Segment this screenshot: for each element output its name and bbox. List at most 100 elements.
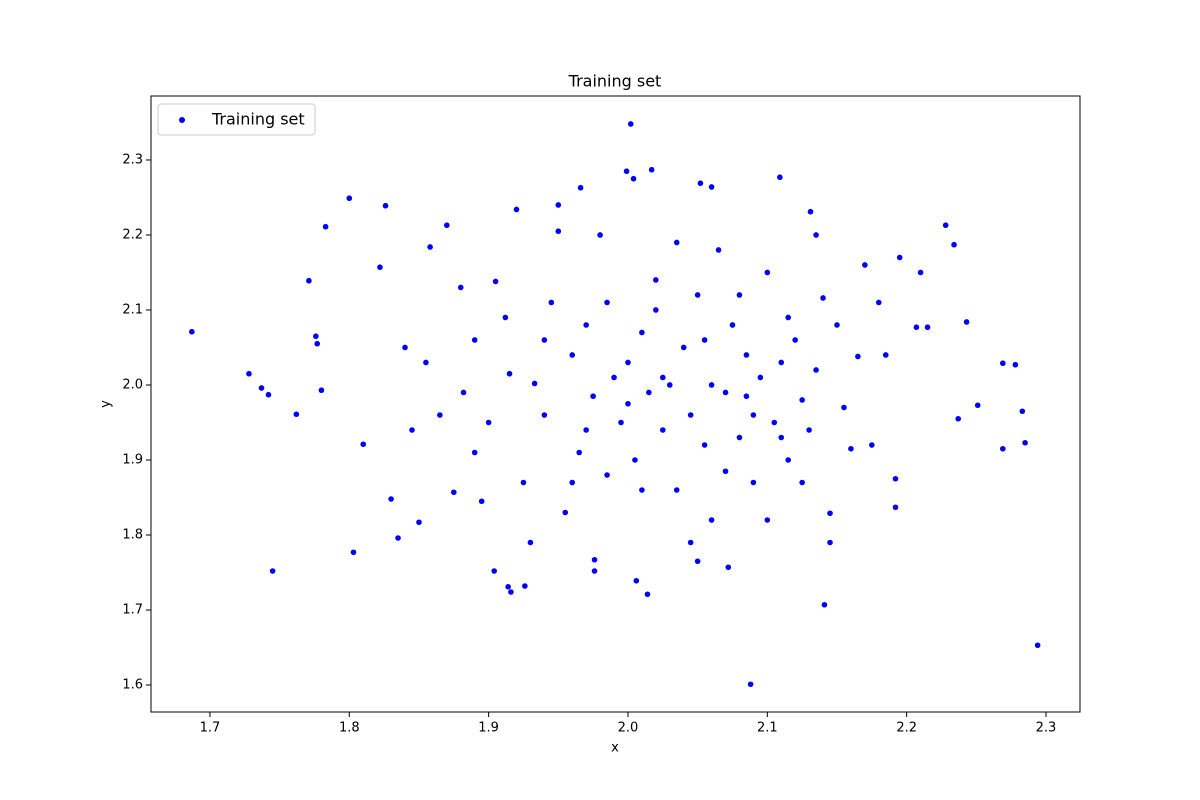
point <box>827 539 833 546</box>
point <box>875 299 882 306</box>
point <box>882 352 889 358</box>
point <box>653 277 659 283</box>
point <box>764 517 771 523</box>
x-axis-label: x <box>611 741 619 756</box>
point <box>648 166 655 173</box>
point <box>505 583 511 590</box>
point <box>1000 445 1006 452</box>
point <box>792 337 798 343</box>
x-tick-label: 2.2 <box>896 721 917 736</box>
point <box>687 412 694 418</box>
point <box>697 180 704 187</box>
point <box>813 367 819 373</box>
point <box>258 385 265 391</box>
point <box>460 389 467 396</box>
point <box>395 535 401 541</box>
point <box>450 489 457 496</box>
point <box>924 324 931 331</box>
point <box>555 228 562 235</box>
point <box>955 415 962 422</box>
point <box>562 509 569 516</box>
point <box>576 449 583 456</box>
point <box>491 568 498 574</box>
point <box>736 292 743 298</box>
point <box>694 292 701 298</box>
x-tick-label: 2.0 <box>618 721 639 736</box>
point <box>722 468 729 475</box>
point <box>382 202 389 209</box>
y-tick-label: 2.2 <box>122 227 143 242</box>
point <box>478 498 485 505</box>
point <box>313 333 319 340</box>
point <box>639 329 645 336</box>
point <box>623 168 630 175</box>
point <box>471 449 478 456</box>
point <box>388 496 394 502</box>
point <box>265 391 272 398</box>
point <box>583 322 589 328</box>
point <box>548 299 555 306</box>
point <box>750 479 757 486</box>
point <box>777 174 783 181</box>
point <box>701 337 708 343</box>
point <box>799 397 805 403</box>
point <box>646 389 652 396</box>
point <box>627 121 634 127</box>
point <box>785 314 792 321</box>
point <box>639 487 645 493</box>
point <box>409 427 415 433</box>
point <box>485 419 492 426</box>
point <box>834 322 840 328</box>
point <box>855 353 861 360</box>
point <box>743 352 750 358</box>
x-tick-label: 1.7 <box>200 721 221 736</box>
chart-title: Training set <box>568 72 662 91</box>
point <box>444 222 450 229</box>
point <box>673 239 680 246</box>
point <box>694 558 701 565</box>
point <box>457 284 464 291</box>
point <box>660 427 666 433</box>
point <box>350 549 357 556</box>
point <box>821 601 828 608</box>
point <box>660 374 666 381</box>
y-tick-label: 1.9 <box>122 452 143 467</box>
point <box>625 400 631 407</box>
x-tick-label: 2.3 <box>1036 721 1057 736</box>
point <box>513 206 520 213</box>
point <box>1012 361 1019 368</box>
y-tick-label: 1.6 <box>122 677 143 692</box>
point <box>590 393 596 400</box>
point <box>591 556 598 563</box>
point <box>764 269 771 276</box>
point <box>246 370 252 377</box>
point <box>437 412 443 418</box>
point <box>322 223 329 230</box>
point <box>813 232 819 238</box>
point <box>377 264 383 271</box>
point <box>492 278 499 285</box>
point <box>604 472 610 478</box>
point <box>743 393 750 400</box>
point <box>360 441 367 448</box>
point <box>569 352 576 358</box>
point <box>917 269 924 276</box>
point <box>644 591 651 598</box>
point <box>502 314 509 321</box>
point <box>508 589 514 595</box>
point <box>531 380 538 387</box>
point <box>597 232 603 238</box>
point <box>799 479 805 486</box>
point <box>611 374 617 381</box>
point <box>306 277 312 284</box>
point <box>862 262 868 268</box>
point <box>951 241 957 248</box>
point <box>618 419 624 426</box>
point <box>687 539 694 546</box>
point <box>1034 642 1041 649</box>
point <box>541 337 548 343</box>
point <box>314 340 321 347</box>
point <box>913 324 920 331</box>
point <box>632 457 638 463</box>
point <box>506 370 513 377</box>
